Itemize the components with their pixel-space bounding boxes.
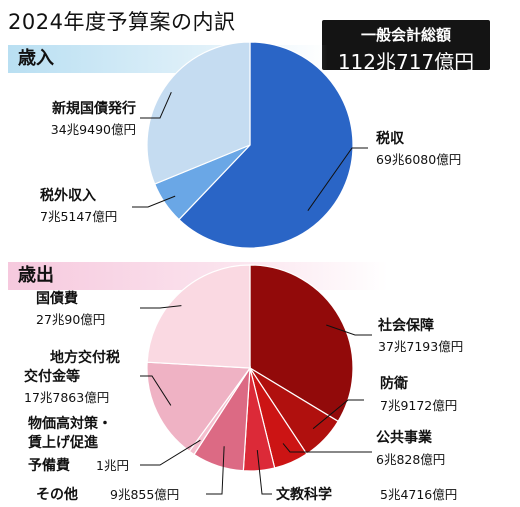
leader-line-1-0 <box>326 324 372 336</box>
slice-value-1-2-1: 6兆828億円 <box>376 452 445 467</box>
slice-label-1-0: 社会保障 <box>377 317 434 334</box>
total-budget-box: 一般会計総額 112兆717億円 <box>322 20 490 74</box>
leader-line-1-5 <box>140 439 201 466</box>
slice-label-1-5: 物価高対策・ <box>28 415 112 432</box>
slice-value-0-1-1: 7兆5147億円 <box>40 209 117 224</box>
slice-label-0-0: 税収 <box>376 130 405 147</box>
slice-label-1-2: 公共事業 <box>376 429 433 446</box>
slice-value-1-5-3: 1兆円 <box>96 458 129 473</box>
total-budget-label: 一般会計総額 <box>360 26 451 44</box>
slice-label-0-1: 税外収入 <box>40 187 96 204</box>
slice-label-1-3: 文教科学 <box>276 486 332 503</box>
leader-line-0-1 <box>132 195 176 208</box>
slice-label-1-6: 地方交付税 <box>50 349 120 366</box>
leader-line-1-3 <box>256 450 272 495</box>
leader-line-0-2 <box>140 91 172 119</box>
pie-slice-0-2 <box>146 41 251 185</box>
slice-value-1-7-1: 27兆90億円 <box>36 312 105 327</box>
slice-label-1-1: 防衛 <box>380 375 408 392</box>
leader-line-1-4 <box>206 446 225 495</box>
slice-label-1-7: 国債費 <box>36 290 78 307</box>
pie-slice-1-0 <box>249 264 354 423</box>
leader-line-1-6 <box>140 375 172 406</box>
slice-value-0-0-1: 69兆6080億円 <box>376 152 461 167</box>
slice-value-0-2-1: 34兆9490億円 <box>51 122 136 137</box>
chart-title: 2024年度予算案の内訳 <box>8 10 236 34</box>
slice-label-0-2: 新規国債発行 <box>52 100 136 117</box>
leader-line-1-2 <box>282 443 372 453</box>
slice-value-1-6-2: 17兆7863億円 <box>24 390 109 405</box>
slice-label-1-6-1: 交付金等 <box>24 368 80 385</box>
slice-value-1-0-1: 37兆7193億円 <box>378 339 463 354</box>
pie-slice-1-6 <box>146 361 252 453</box>
leader-line-0-0 <box>307 147 368 211</box>
leader-line-1-7 <box>140 305 182 309</box>
slice-value-1-3-1: 5兆4716億円 <box>380 487 457 502</box>
slice-label-1-5-1: 賃上げ促進 <box>27 434 98 451</box>
slice-label-1-5-2: 予備費 <box>28 457 70 474</box>
slice-value-1-1-1: 7兆9172億円 <box>380 398 457 413</box>
pie-slice-1-7 <box>146 264 251 369</box>
total-budget-value: 112兆717億円 <box>337 50 475 74</box>
slice-value-1-4-1: 9兆855億円 <box>110 487 179 502</box>
pie-slice-0-0 <box>178 41 354 249</box>
slice-label-1-4: その他 <box>36 486 78 503</box>
leader-line-1-1 <box>312 399 364 430</box>
